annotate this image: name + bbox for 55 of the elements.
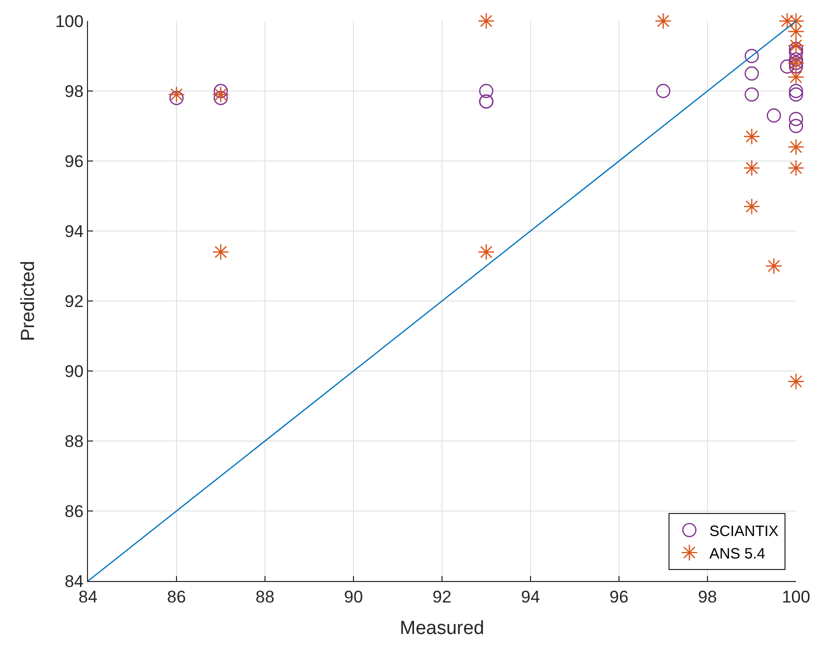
point	[168, 86, 185, 103]
point	[788, 138, 804, 156]
point	[788, 42, 804, 56]
point	[744, 87, 759, 102]
x-tick-label: 90	[344, 587, 363, 606]
point	[743, 160, 760, 176]
point	[788, 23, 804, 40]
point	[788, 45, 804, 60]
point	[788, 87, 804, 102]
point	[212, 86, 230, 103]
x-tick-label: 94	[521, 587, 540, 606]
y-tick-label: 98	[64, 82, 84, 101]
y-tick-label: 90	[64, 362, 84, 381]
point	[788, 160, 804, 176]
point	[169, 90, 184, 106]
point	[656, 84, 670, 98]
point	[479, 84, 494, 98]
point	[478, 244, 495, 260]
y-tick-label: 100	[55, 12, 84, 31]
x-tick-label: 98	[698, 587, 717, 606]
point	[780, 59, 794, 74]
legend-label: SCIANTIX	[709, 522, 779, 540]
point	[478, 12, 495, 30]
y-tick-label: 94	[64, 222, 84, 241]
legend-label: ANS 5.4	[709, 545, 766, 562]
point	[744, 66, 759, 81]
y-axis-title: Predicted	[18, 260, 40, 342]
point	[743, 128, 760, 145]
point	[214, 84, 228, 98]
point	[788, 68, 804, 86]
y-tick-label: 88	[64, 432, 84, 451]
x-tick-label: 92	[432, 587, 452, 606]
y-tick-label: 96	[64, 152, 84, 171]
point	[654, 12, 672, 30]
x-tick-label: 86	[167, 587, 186, 606]
point	[744, 48, 759, 64]
point	[778, 12, 796, 30]
point	[788, 118, 804, 134]
point	[212, 244, 230, 260]
x-tick-label: 88	[256, 587, 274, 606]
x-tick-label: 100	[782, 587, 810, 606]
point	[788, 112, 804, 126]
point	[788, 84, 804, 98]
point	[788, 59, 804, 74]
x-axis-title: Measured	[400, 618, 484, 640]
point	[788, 373, 804, 390]
y-tick-label: 92	[64, 292, 84, 311]
point	[788, 37, 804, 54]
point	[766, 108, 781, 123]
point	[788, 52, 804, 67]
point	[765, 258, 782, 274]
point	[743, 198, 760, 215]
y-tick-label: 86	[64, 502, 84, 521]
x-tick-label: 96	[610, 587, 628, 606]
point	[214, 90, 228, 106]
